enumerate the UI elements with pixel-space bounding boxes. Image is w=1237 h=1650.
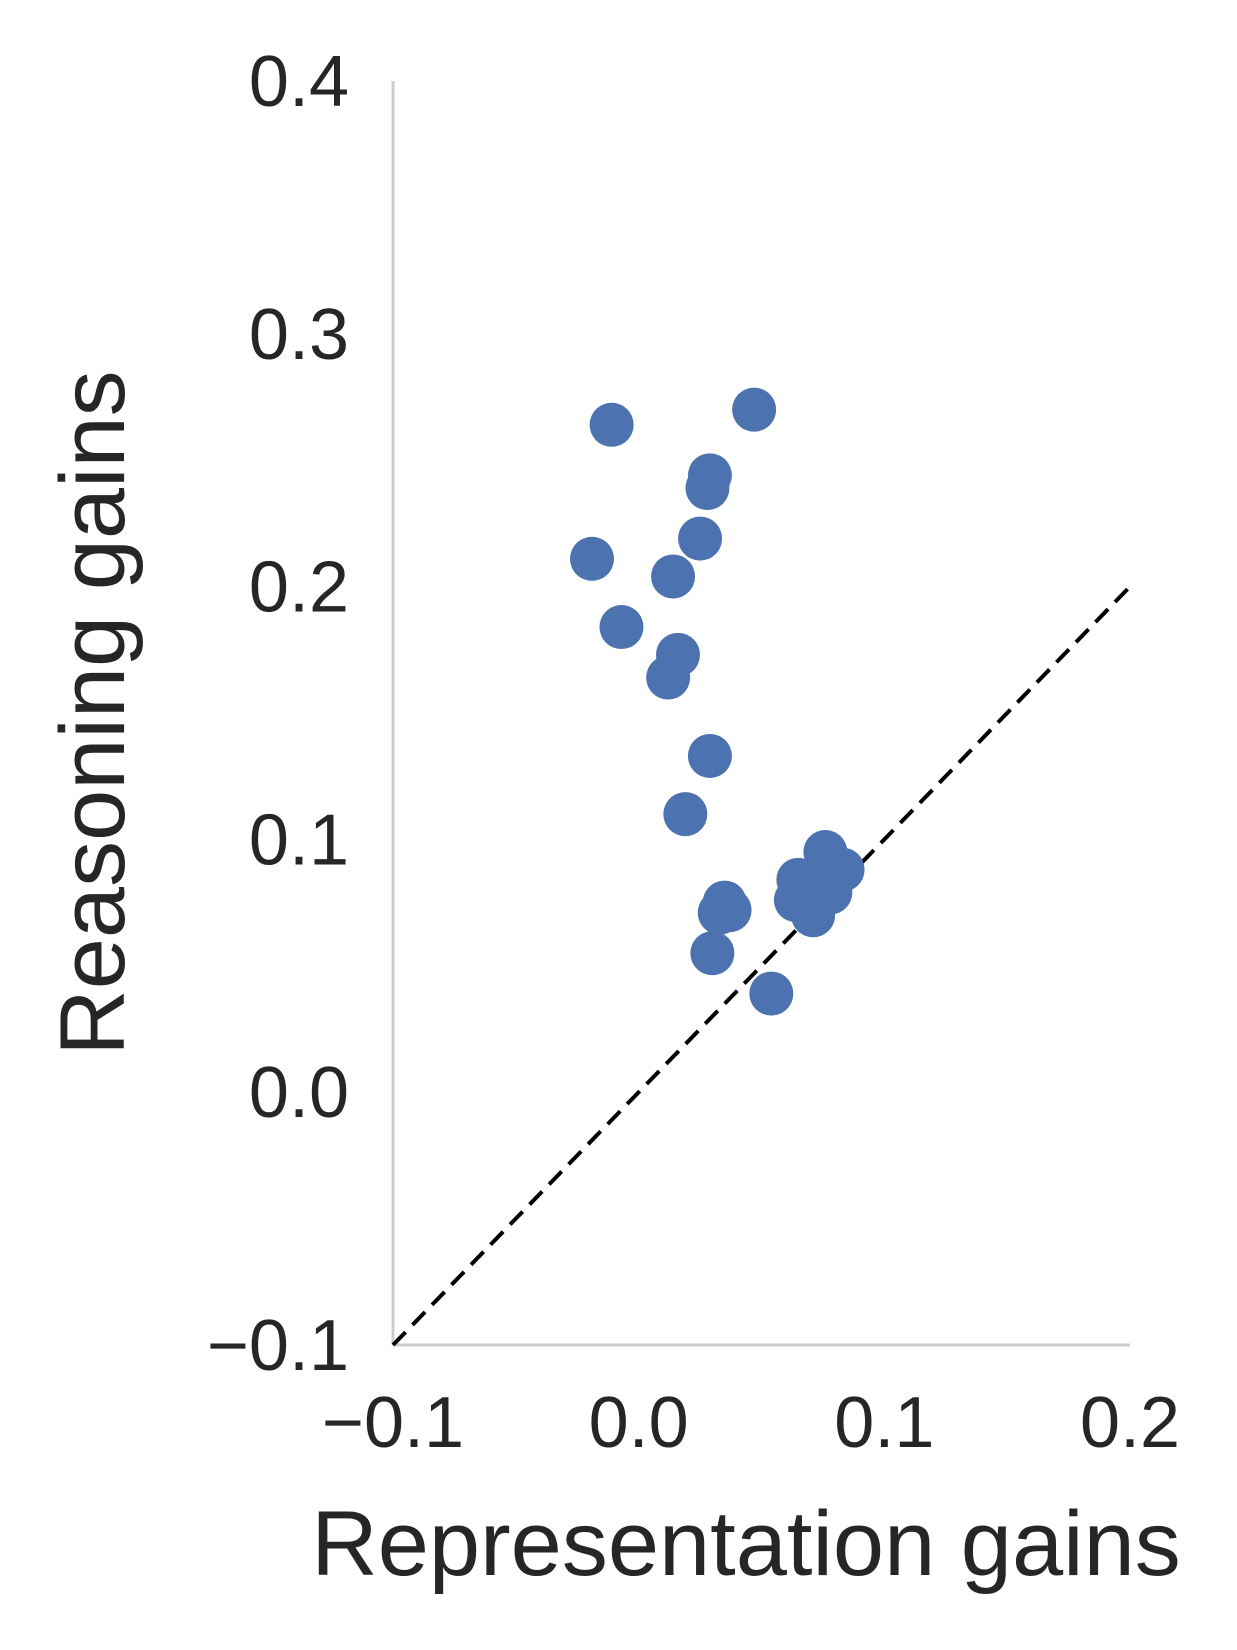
data-point [599, 605, 644, 650]
x-tick-label: 0.2 [1080, 1383, 1180, 1463]
x-tick-label: 0.1 [834, 1383, 934, 1463]
data-point [791, 893, 836, 938]
x-axis-title: Representation gains [311, 1493, 1180, 1595]
y-tick-label: 0.2 [249, 548, 349, 628]
data-point [749, 971, 794, 1016]
x-tick-label: 0.0 [589, 1383, 689, 1463]
data-point [569, 536, 614, 581]
data-points [569, 387, 865, 1016]
y-axis-title: Reasoning gains [42, 370, 144, 1055]
x-tick-label: −0.1 [322, 1383, 464, 1463]
data-point [589, 402, 634, 447]
data-point [685, 466, 730, 511]
x-tick-labels: −0.1 0.0 0.1 0.2 [322, 1383, 1180, 1463]
data-point [687, 733, 732, 778]
data-point [732, 387, 777, 432]
data-point [697, 890, 742, 935]
y-tick-label: 0.1 [249, 800, 349, 880]
y-tick-label: 0.3 [249, 295, 349, 375]
data-point [678, 516, 723, 561]
data-point [651, 554, 696, 599]
diagonal-reference-line [391, 585, 1132, 1347]
data-point [690, 931, 735, 976]
data-point [646, 655, 691, 700]
y-tick-label: 0.0 [249, 1053, 349, 1133]
y-tick-label: −0.1 [207, 1306, 349, 1386]
y-tick-label: 0.4 [249, 42, 349, 122]
data-point [663, 792, 708, 837]
y-tick-labels: −0.1 0.0 0.1 0.2 0.3 0.4 [207, 42, 349, 1386]
